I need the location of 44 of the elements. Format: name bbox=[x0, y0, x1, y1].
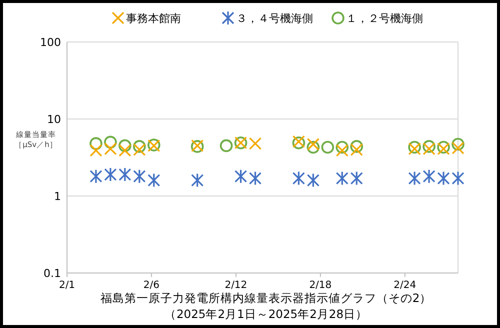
x-tick-label: 2/1 bbox=[58, 280, 76, 291]
point bbox=[452, 138, 464, 151]
point bbox=[148, 172, 160, 188]
point bbox=[90, 169, 102, 184]
legend-label: 事務本館南 bbox=[126, 12, 181, 25]
legend-label: ３，４号機海側 bbox=[236, 12, 313, 25]
point bbox=[292, 170, 306, 186]
point bbox=[104, 142, 117, 156]
point bbox=[452, 170, 464, 186]
y-tick-label: 0.1 bbox=[44, 267, 61, 280]
x-tick-label: 2/24 bbox=[394, 280, 416, 291]
point bbox=[306, 140, 320, 154]
x-tick-label: 2/18 bbox=[309, 280, 332, 291]
y-tick-label: 1 bbox=[54, 190, 61, 203]
x-tick-label: 2/6 bbox=[143, 280, 160, 291]
y-tick-label: 10 bbox=[47, 113, 61, 126]
point bbox=[248, 170, 262, 186]
point bbox=[422, 169, 436, 184]
point bbox=[350, 170, 363, 186]
point bbox=[133, 140, 146, 153]
point bbox=[422, 140, 436, 153]
point bbox=[191, 172, 204, 188]
point bbox=[90, 137, 102, 150]
point bbox=[336, 140, 349, 154]
point bbox=[350, 140, 364, 153]
point bbox=[118, 139, 132, 152]
point bbox=[133, 169, 146, 184]
point bbox=[306, 138, 320, 151]
point bbox=[220, 139, 233, 152]
point bbox=[234, 169, 248, 184]
point bbox=[437, 170, 450, 186]
text: 福島第一原子力発電所構内線量表示器指示値グラフ（その2） bbox=[100, 291, 432, 305]
point bbox=[104, 136, 117, 149]
legend-label: １，２号機海側 bbox=[346, 12, 423, 25]
point bbox=[408, 170, 421, 186]
point bbox=[306, 172, 320, 188]
point bbox=[104, 167, 117, 182]
point bbox=[90, 144, 102, 157]
point bbox=[321, 140, 334, 154]
point bbox=[118, 167, 132, 182]
point bbox=[336, 170, 348, 186]
y-tick-label: 100 bbox=[40, 36, 61, 49]
text: （2025年2月1日～2025年2月28日） bbox=[164, 307, 368, 321]
x-tick-label: 2/12 bbox=[224, 280, 248, 291]
